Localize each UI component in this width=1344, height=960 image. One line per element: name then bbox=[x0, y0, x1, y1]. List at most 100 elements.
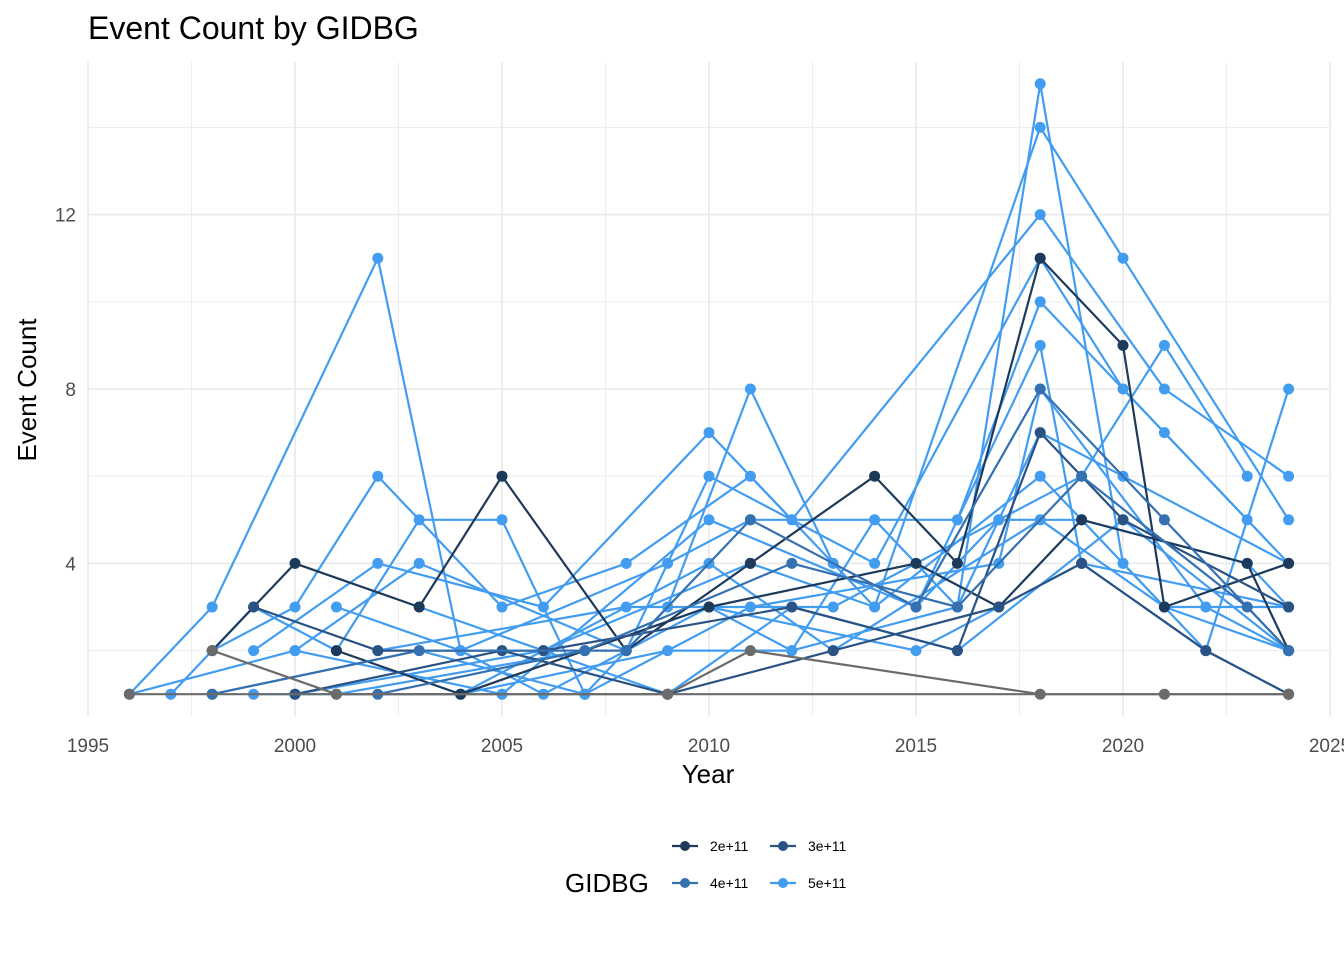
legend-key-point bbox=[680, 878, 690, 888]
data-point bbox=[703, 514, 715, 526]
data-point bbox=[1158, 427, 1170, 439]
legend-item: 4e+11 bbox=[672, 875, 748, 891]
data-point bbox=[330, 645, 342, 657]
data-point bbox=[869, 557, 881, 569]
data-point bbox=[579, 645, 591, 657]
data-point bbox=[1034, 427, 1046, 439]
series-layer bbox=[123, 78, 1295, 700]
data-point bbox=[413, 645, 425, 657]
data-point bbox=[537, 601, 549, 613]
data-point bbox=[1034, 121, 1046, 133]
series bbox=[248, 427, 1295, 657]
data-point bbox=[786, 557, 798, 569]
data-point bbox=[206, 645, 218, 657]
legend-key-point bbox=[680, 841, 690, 851]
data-point bbox=[496, 514, 508, 526]
legend-item: 2e+11 bbox=[672, 838, 748, 854]
data-point bbox=[1200, 645, 1212, 657]
data-point bbox=[869, 470, 881, 482]
y-axis-title: Event Count bbox=[12, 318, 42, 462]
legend-label: 4e+11 bbox=[710, 875, 748, 891]
x-tick-label: 2010 bbox=[688, 736, 730, 757]
legend-label: 3e+11 bbox=[808, 838, 846, 854]
data-point bbox=[744, 645, 756, 657]
data-point bbox=[248, 601, 260, 613]
series bbox=[123, 688, 1295, 700]
data-point bbox=[703, 601, 715, 613]
data-point bbox=[372, 557, 384, 569]
x-axis: 1995 2000 2005 2010 2015 2020 2025 bbox=[67, 736, 1344, 757]
legend-item: 5e+11 bbox=[770, 875, 846, 891]
x-tick-label: 2005 bbox=[481, 736, 523, 757]
series-line bbox=[336, 300, 1290, 652]
series bbox=[248, 209, 1295, 657]
data-point bbox=[1283, 688, 1295, 700]
series-line bbox=[211, 257, 1289, 652]
data-point bbox=[372, 645, 384, 657]
data-point bbox=[744, 383, 756, 395]
data-point bbox=[496, 470, 508, 482]
series bbox=[372, 470, 1295, 700]
legend-label: 2e+11 bbox=[710, 838, 748, 854]
data-point bbox=[662, 557, 674, 569]
data-point bbox=[1034, 339, 1046, 351]
data-point bbox=[993, 601, 1005, 613]
y-tick-label: 8 bbox=[65, 380, 76, 401]
data-point bbox=[1283, 383, 1295, 395]
data-point bbox=[413, 557, 425, 569]
data-point bbox=[827, 645, 839, 657]
x-tick-label: 2015 bbox=[895, 736, 937, 757]
data-point bbox=[786, 601, 798, 613]
data-point bbox=[1241, 601, 1253, 613]
data-point bbox=[123, 688, 135, 700]
data-point bbox=[1076, 470, 1088, 482]
data-point bbox=[1117, 252, 1129, 264]
data-point bbox=[1283, 470, 1295, 482]
data-point bbox=[496, 601, 508, 613]
data-point bbox=[744, 557, 756, 569]
legend: GIDBG 2e+11 3e+11 4e+11 5e+11 bbox=[565, 838, 846, 898]
series-line bbox=[128, 82, 1290, 696]
data-point bbox=[248, 645, 260, 657]
data-point bbox=[1283, 645, 1295, 657]
data-point bbox=[1158, 339, 1170, 351]
series bbox=[289, 470, 1295, 700]
x-axis-title: Year bbox=[682, 759, 735, 789]
data-point bbox=[786, 645, 798, 657]
data-point bbox=[206, 601, 218, 613]
series bbox=[206, 252, 1295, 657]
data-point bbox=[951, 645, 963, 657]
data-point bbox=[1034, 383, 1046, 395]
y-tick-label: 4 bbox=[65, 554, 76, 575]
series-line bbox=[211, 387, 1290, 696]
data-point bbox=[372, 252, 384, 264]
data-point bbox=[951, 557, 963, 569]
data-point bbox=[910, 601, 922, 613]
series-line bbox=[336, 518, 1290, 696]
data-point bbox=[1158, 383, 1170, 395]
legend-key-point bbox=[778, 878, 788, 888]
data-point bbox=[620, 645, 632, 657]
data-point bbox=[1034, 209, 1046, 221]
data-point bbox=[1034, 78, 1046, 90]
data-point bbox=[1117, 514, 1129, 526]
series-line bbox=[253, 431, 1290, 652]
data-point bbox=[1076, 557, 1088, 569]
series-line bbox=[170, 344, 1249, 696]
legend-label: 5e+11 bbox=[808, 875, 846, 891]
data-point bbox=[869, 601, 881, 613]
data-point bbox=[289, 645, 301, 657]
y-tick-label: 12 bbox=[55, 206, 76, 227]
data-point bbox=[1241, 470, 1253, 482]
data-point bbox=[703, 427, 715, 439]
data-point bbox=[330, 601, 342, 613]
x-tick-label: 2000 bbox=[274, 736, 316, 757]
legend-key-point bbox=[778, 841, 788, 851]
x-tick-label: 2020 bbox=[1102, 736, 1144, 757]
data-point bbox=[1034, 296, 1046, 308]
data-point bbox=[1076, 514, 1088, 526]
data-point bbox=[1158, 514, 1170, 526]
chart-title: Event Count by GIDBG bbox=[88, 10, 419, 46]
data-point bbox=[1034, 252, 1046, 264]
data-point bbox=[744, 514, 756, 526]
